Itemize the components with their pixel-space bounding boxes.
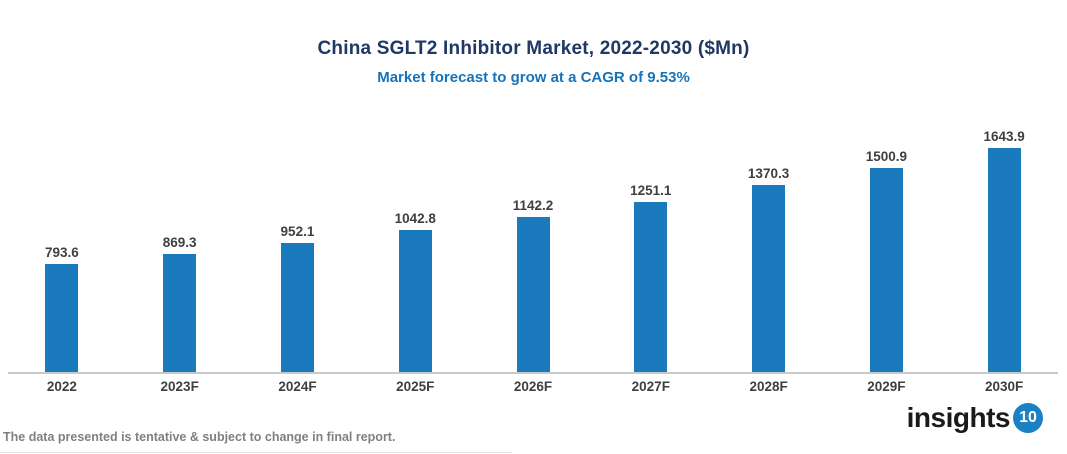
footer-divider — [0, 452, 512, 453]
bar-column-2030F: 1643.9 — [945, 129, 1063, 373]
bar-column-2029F: 1500.9 — [827, 149, 945, 373]
bar — [987, 148, 1021, 373]
chart-title: China SGLT2 Inhibitor Market, 2022-2030 … — [317, 38, 750, 59]
bar-column-2027F: 1251.1 — [592, 183, 710, 373]
bar-column-2022: 793.6 — [3, 245, 121, 373]
logo-wordmark: insights — [906, 402, 1011, 433]
bar — [752, 185, 786, 373]
bar-column-2025F: 1042.8 — [356, 211, 474, 373]
x-axis-label: 2024F — [278, 379, 317, 394]
x-axis-label: 2030F — [985, 379, 1024, 394]
logo-badge-circle: 10 — [1013, 403, 1043, 433]
x-axis-label: 2023F — [160, 379, 199, 394]
bar-value-label: 1370.3 — [747, 166, 790, 182]
bar-column-2023F: 869.3 — [121, 235, 239, 373]
x-axis-label: 2027F — [631, 379, 670, 394]
bar-value-label: 952.1 — [280, 223, 315, 239]
bar — [45, 264, 79, 373]
chart-subtitle: Market forecast to grow at a CAGR of 9.5… — [377, 69, 690, 86]
x-axis-label: 2028F — [749, 379, 788, 394]
x-axis-labels: 2022 2023F 2024F 2025F 2026F 2027F 2028F 2029F 2… — [3, 379, 1063, 394]
bar — [869, 167, 903, 373]
x-axis-label: 2026F — [513, 379, 553, 394]
bar-value-label: 1042.8 — [394, 211, 436, 227]
x-axis-label: 2029F — [867, 379, 906, 394]
bar-value-label: 1500.9 — [865, 148, 907, 164]
bar — [634, 201, 668, 373]
x-axis-line — [8, 372, 1058, 374]
bar — [163, 254, 197, 373]
bar-column-2028F: 1370.3 — [710, 166, 828, 373]
chart-header: China SGLT2 Inhibitor Market, 2022-2030 … — [0, 38, 1067, 86]
bar — [398, 230, 432, 373]
bar-value-label: 1251.1 — [630, 182, 672, 198]
bar-column-2026F: 1142.2 — [474, 198, 592, 373]
bar — [280, 242, 314, 373]
insights10-logo: insights 10 — [907, 403, 1043, 433]
bar-value-label: 1142.2 — [512, 197, 554, 213]
bar-value-label: 1643.9 — [983, 129, 1025, 144]
x-axis-label: 2022 — [46, 379, 77, 394]
disclaimer-text: The data presented is tentative & subjec… — [3, 430, 396, 444]
bar-value-label: 869.3 — [162, 235, 197, 250]
bar-plot-area: 793.6 869.3 952.1 1042.8 1142.2 1251.1 1370.3 1… — [3, 118, 1063, 373]
bar — [516, 216, 550, 373]
x-axis-label: 2025F — [396, 379, 435, 394]
bar-column-2024F: 952.1 — [239, 224, 357, 373]
bar-value-label: 793.6 — [44, 245, 79, 261]
